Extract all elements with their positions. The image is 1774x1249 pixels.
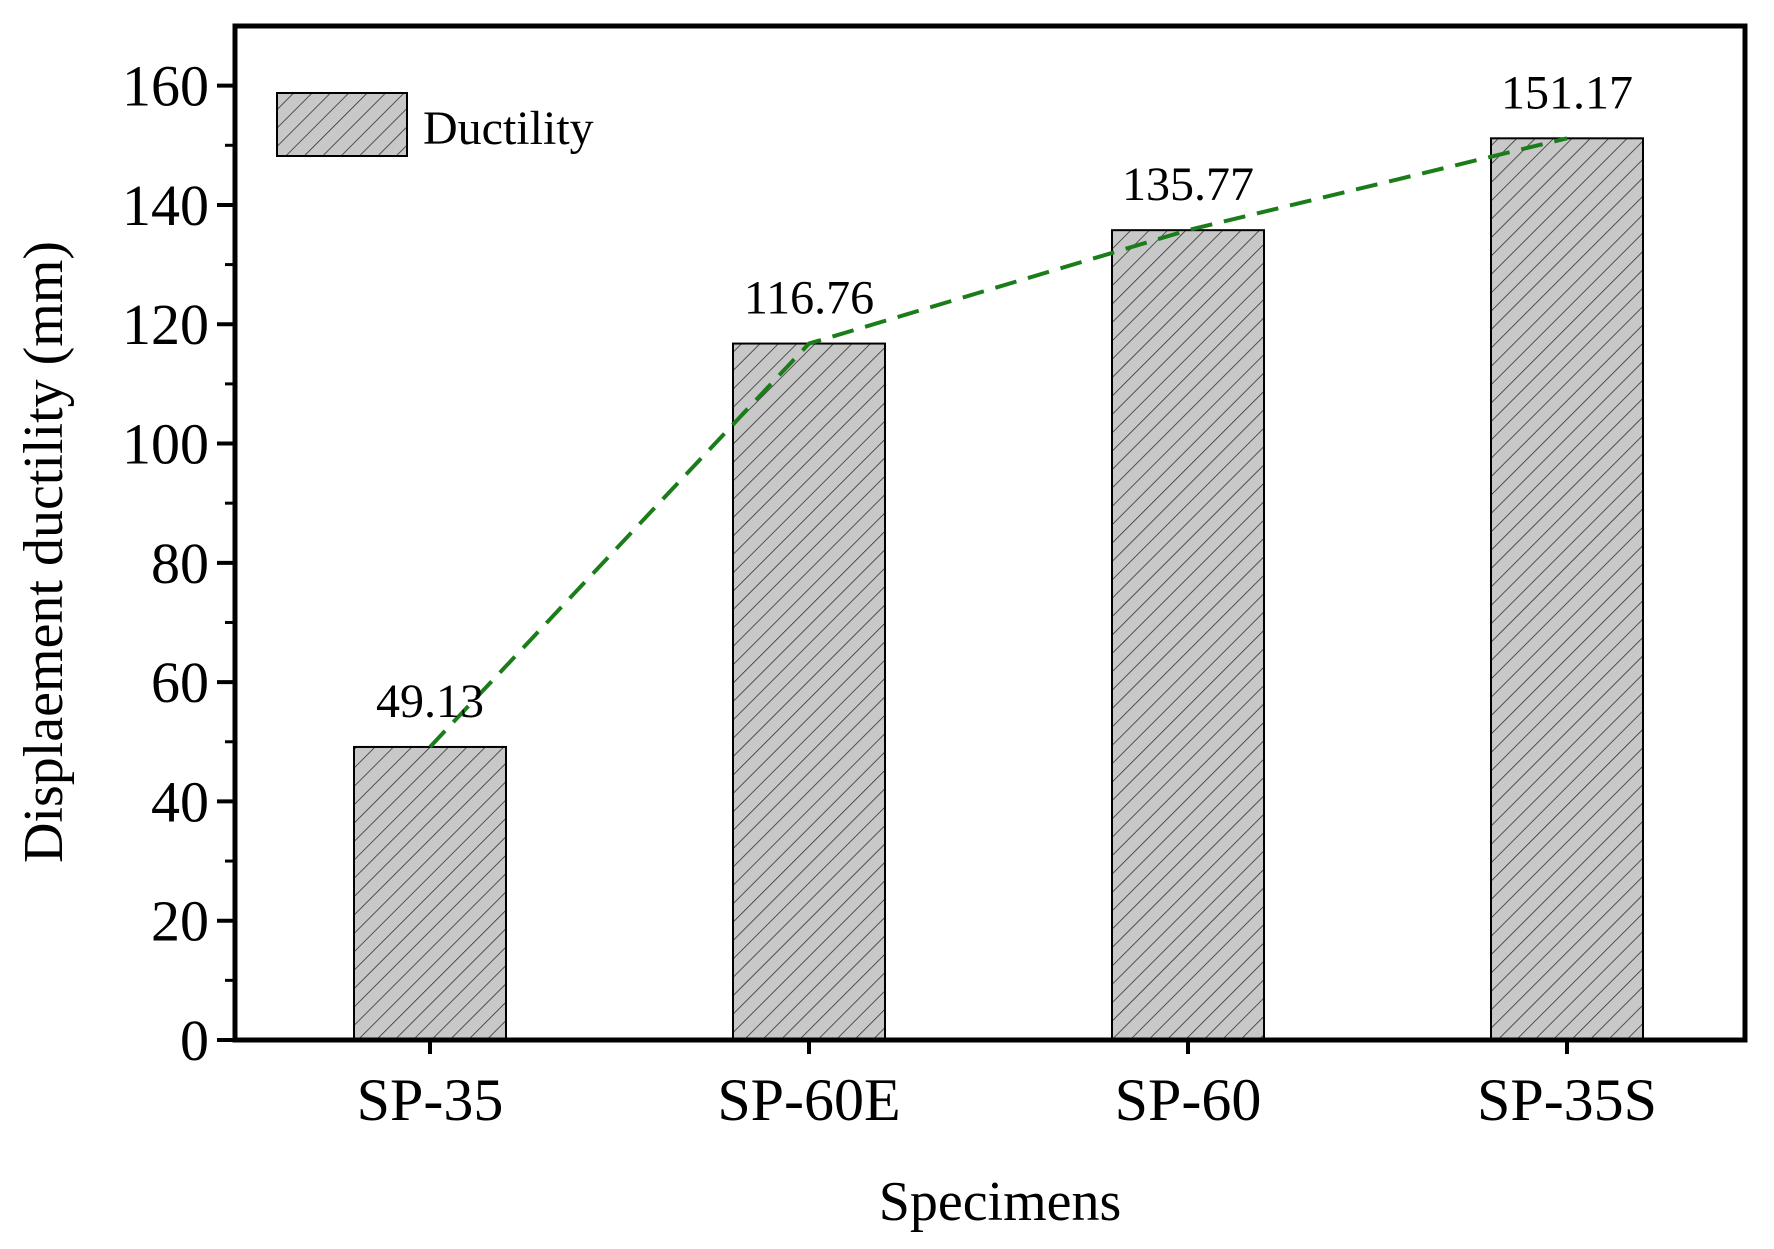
bars-layer bbox=[353, 137, 1644, 1042]
plot-frame bbox=[232, 23, 1748, 1043]
trend-layer bbox=[428, 136, 1568, 749]
y-tick-label-20: 20 bbox=[151, 889, 209, 954]
y-tick-label-120: 120 bbox=[122, 292, 209, 357]
y-tick-label-40: 40 bbox=[151, 769, 209, 834]
y-tick-label-100: 100 bbox=[122, 412, 209, 477]
bar-sp-35 bbox=[353, 745, 507, 1041]
y-axis-title: Displaement ductility (mm) bbox=[13, 241, 75, 863]
data-label-sp-35s: 151.17 bbox=[1501, 66, 1633, 119]
legend: Ductility bbox=[276, 92, 594, 157]
legend-label: Ductility bbox=[423, 102, 594, 155]
bar-sp-35s bbox=[1490, 137, 1644, 1041]
x-label-sp-60e: SP-60E bbox=[717, 1067, 900, 1133]
data-label-sp-60: 135.77 bbox=[1122, 158, 1254, 211]
y-tick-label-140: 140 bbox=[122, 173, 209, 238]
bar-sp-60e bbox=[732, 342, 886, 1042]
bar-sp-60 bbox=[1111, 229, 1265, 1041]
axes-layer bbox=[232, 23, 1748, 1043]
x-label-sp-35: SP-35 bbox=[357, 1067, 504, 1133]
trend-line bbox=[428, 136, 1568, 749]
x-axis-title: Specimens bbox=[879, 1171, 1122, 1233]
y-tick-label-80: 80 bbox=[151, 531, 209, 596]
legend-swatch bbox=[276, 92, 408, 157]
x-label-sp-60: SP-60 bbox=[1115, 1067, 1262, 1133]
y-tick-label-60: 60 bbox=[151, 650, 209, 715]
y-ticks-layer: 0 20 40 60 80 100 120 140 160 bbox=[122, 54, 235, 1073]
x-category-labels: SP-35 SP-60E SP-60 SP-35S bbox=[357, 1040, 1657, 1133]
x-label-sp-35s: SP-35S bbox=[1477, 1067, 1657, 1133]
data-label-sp-35: 49.13 bbox=[376, 675, 484, 728]
y-tick-label-0: 0 bbox=[180, 1008, 209, 1073]
data-labels-layer: 49.13 116.76 135.77 151.17 bbox=[376, 66, 1633, 728]
y-tick-label-160: 160 bbox=[122, 54, 209, 119]
data-label-sp-60e: 116.76 bbox=[744, 272, 874, 325]
